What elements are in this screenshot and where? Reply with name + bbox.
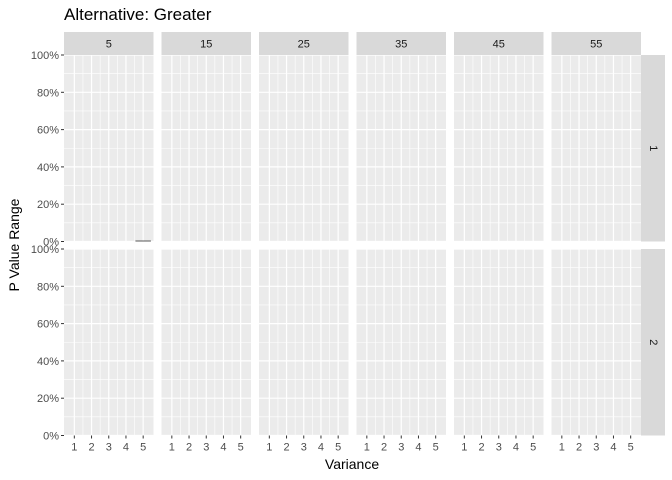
x-tick-label: 2: [283, 442, 289, 454]
x-tick-label: 5: [433, 442, 439, 454]
x-tick-label: 3: [301, 442, 307, 454]
y-tick-label: 100%: [31, 244, 59, 256]
x-tick-label: 3: [203, 442, 209, 454]
x-tick-label: 1: [266, 442, 272, 454]
y-tick-label: 60%: [37, 319, 59, 331]
x-tick-label: 4: [513, 442, 519, 454]
x-tick-label: 2: [576, 442, 582, 454]
row-strip-label: 1: [647, 145, 659, 151]
y-tick-label: 60%: [37, 125, 59, 137]
x-tick-label: 1: [71, 442, 77, 454]
x-tick-label: 4: [123, 442, 129, 454]
y-tick-label: 80%: [37, 87, 59, 99]
x-tick-label: 5: [335, 442, 341, 454]
y-tick-label: 20%: [37, 199, 59, 211]
x-tick-label: 5: [238, 442, 244, 454]
x-tick-label: 1: [461, 442, 467, 454]
x-tick-label: 3: [398, 442, 404, 454]
column-strip-label: 45: [493, 39, 505, 51]
x-tick-label: 1: [364, 442, 370, 454]
column-strip: [356, 32, 446, 55]
row-strips: 12: [641, 55, 665, 436]
y-tick-label: 100%: [31, 50, 59, 62]
facet-panels: [64, 54, 641, 437]
x-tick-label: 4: [318, 442, 324, 454]
bars: [135, 240, 151, 242]
column-strips: 5 15 25 35 45 55: [64, 32, 641, 55]
row-strip: [641, 55, 665, 242]
row-strip: [641, 249, 665, 436]
column-strip: [259, 32, 349, 55]
x-tick-label: 3: [496, 442, 502, 454]
x-tick-label: 1: [169, 442, 175, 454]
x-tick-label: 1: [559, 442, 565, 454]
x-tick-label: 5: [628, 442, 634, 454]
x-tick-label: 2: [381, 442, 387, 454]
x-tick-label: 4: [220, 442, 226, 454]
x-tick-label: 4: [415, 442, 421, 454]
x-tick-label: 3: [593, 442, 599, 454]
column-strip-label: 5: [106, 39, 112, 51]
y-tick-label: 40%: [37, 356, 59, 368]
y-tick-label: 20%: [37, 393, 59, 405]
column-strip: [161, 32, 251, 55]
row-strip-label: 2: [647, 339, 659, 345]
x-tick-label: 4: [610, 442, 616, 454]
x-axis-title: Variance: [325, 456, 379, 472]
column-strip-label: 35: [395, 39, 407, 51]
x-tick-label: 5: [530, 442, 536, 454]
column-strip: [454, 32, 544, 55]
y-tick-label: 40%: [37, 162, 59, 174]
x-tick-label: 3: [106, 442, 112, 454]
y-axes: 0%20%40%60%80%100%0%20%40%60%80%100%: [31, 50, 64, 443]
y-tick-label: 0%: [43, 431, 59, 443]
column-strip: [64, 32, 154, 55]
y-axis-title: P Value Range: [6, 198, 22, 291]
bar: [135, 240, 151, 242]
column-strip: [551, 32, 641, 55]
y-tick-label: 0%: [43, 237, 59, 249]
column-strip-label: 25: [298, 39, 310, 51]
y-tick-label: 80%: [37, 281, 59, 293]
x-tick-label: 5: [140, 442, 146, 454]
chart-title: Alternative: Greater: [64, 5, 212, 24]
column-strip-label: 15: [200, 39, 212, 51]
x-tick-label: 2: [88, 442, 94, 454]
column-strip-label: 55: [590, 39, 602, 51]
x-tick-label: 2: [478, 442, 484, 454]
x-tick-label: 2: [186, 442, 192, 454]
